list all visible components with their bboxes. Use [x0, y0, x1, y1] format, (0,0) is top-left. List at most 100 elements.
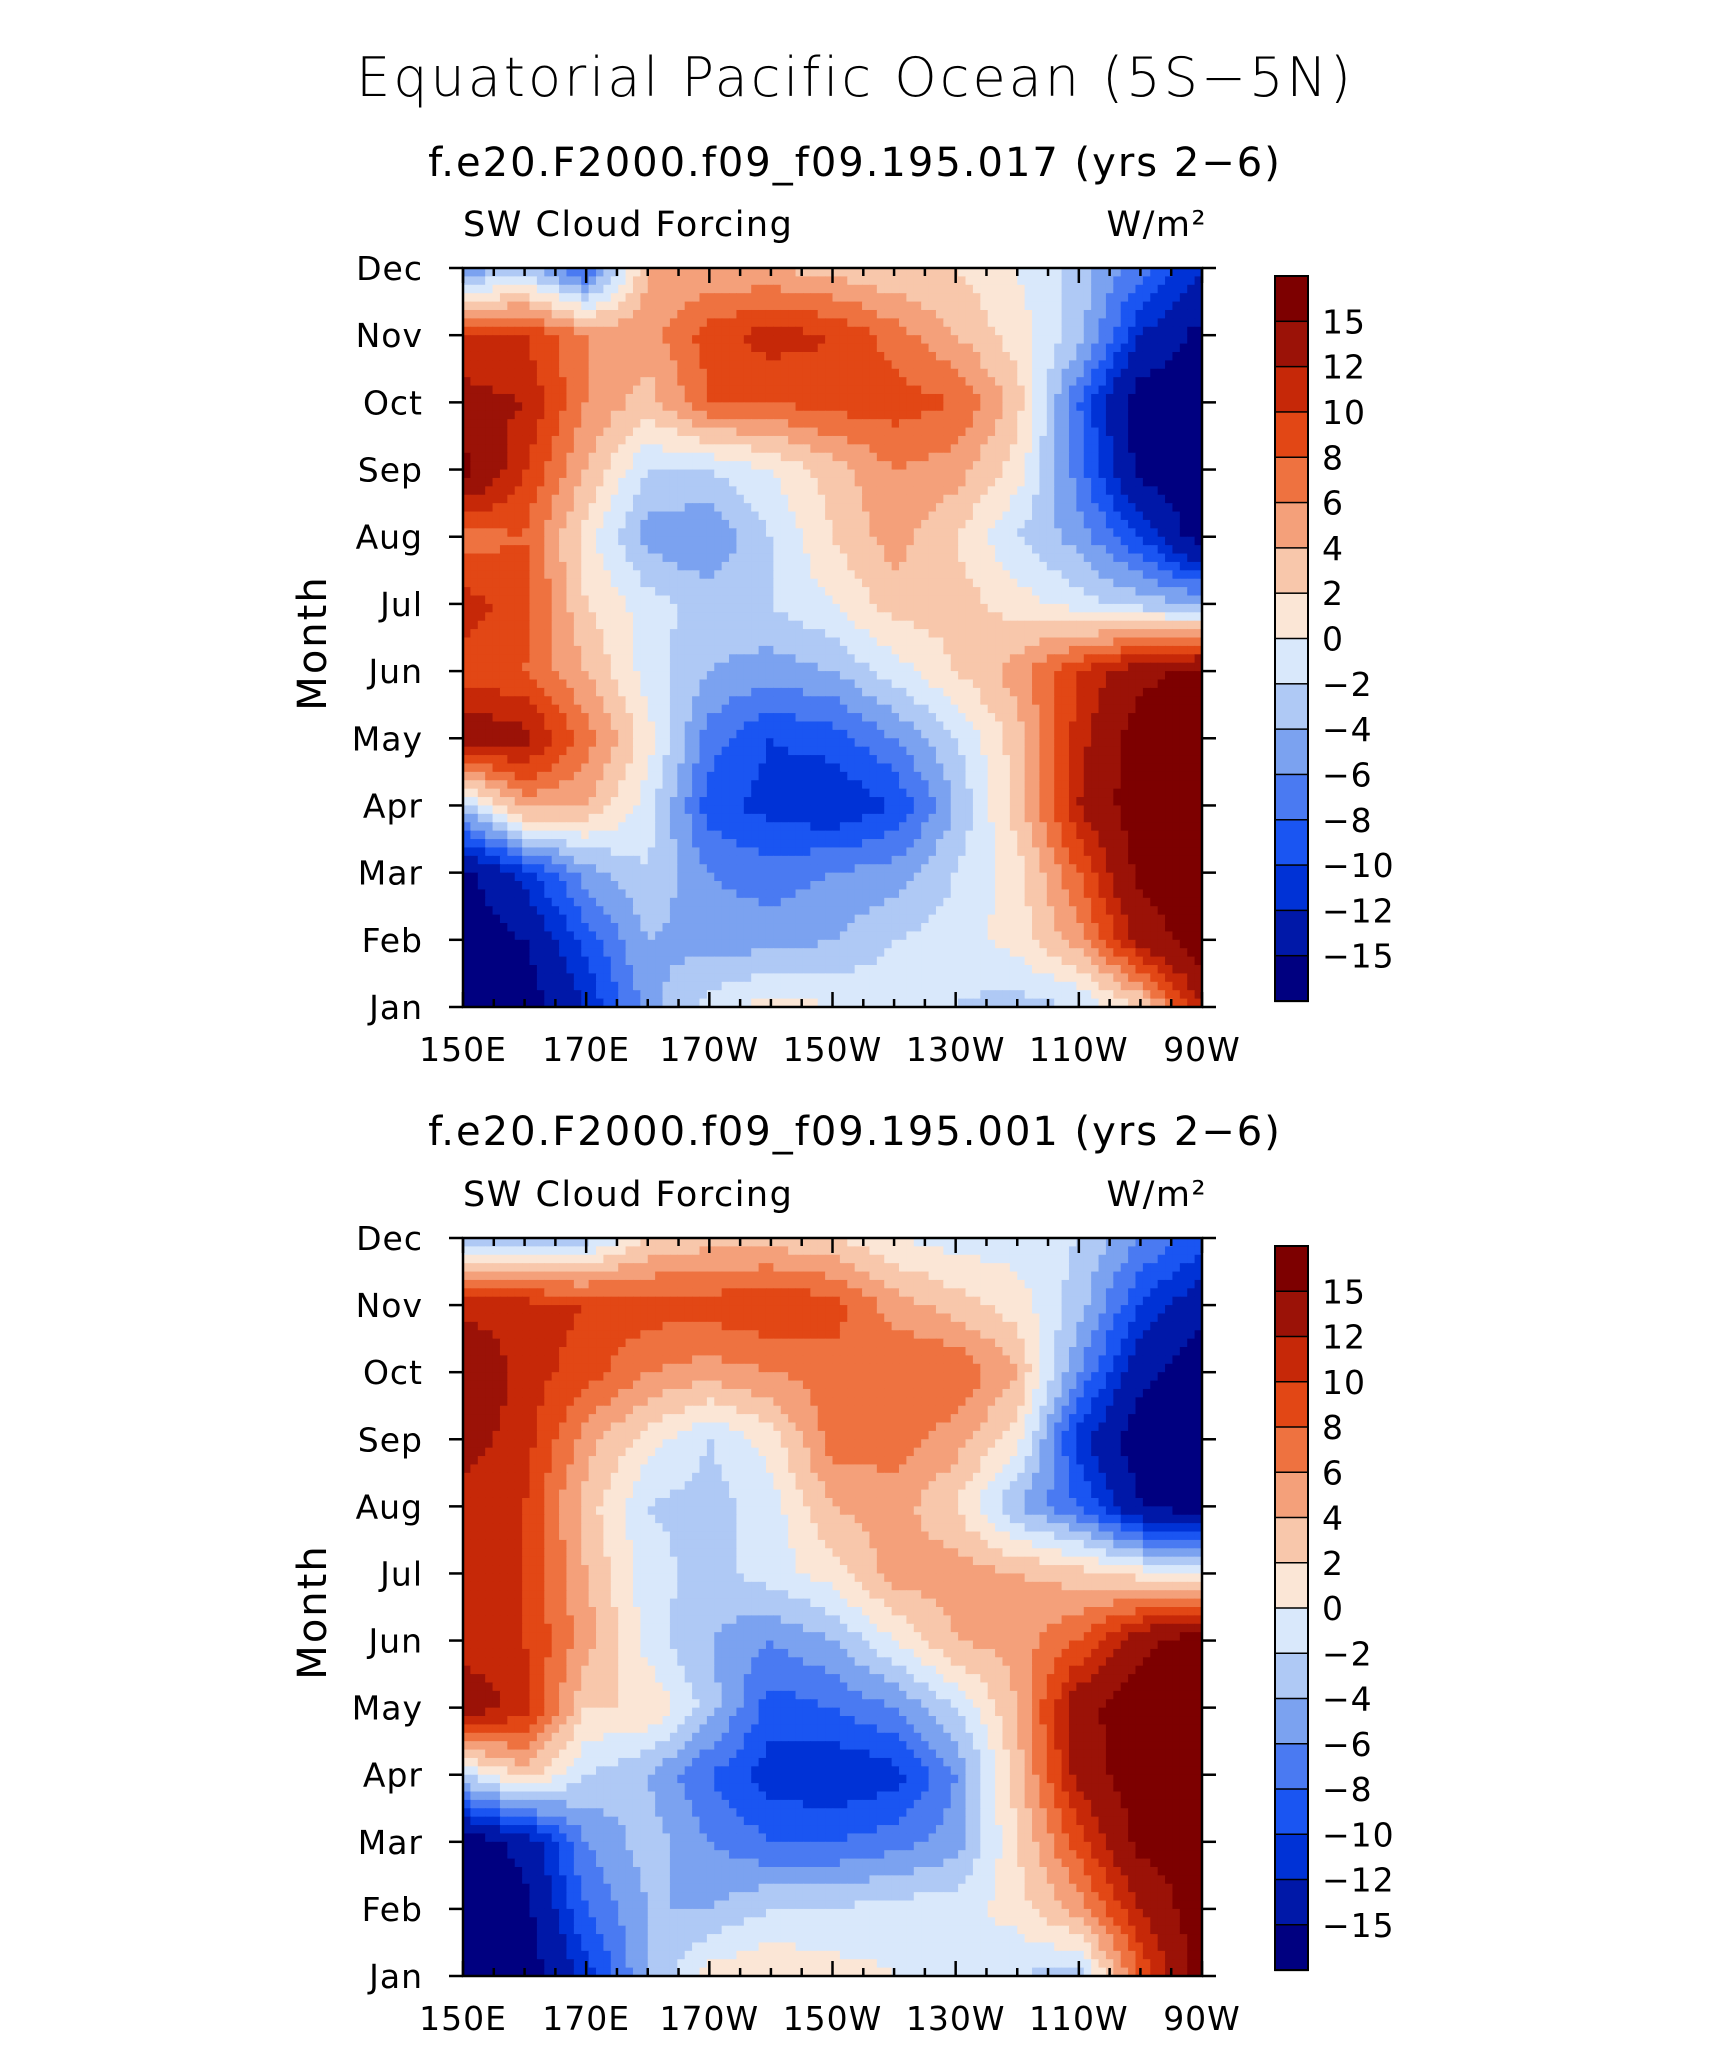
contour-cell: [573, 419, 582, 429]
contour-cell: [1076, 637, 1085, 647]
contour-cell: [566, 654, 575, 664]
contour-cell: [943, 570, 952, 580]
contour-cell: [980, 469, 989, 479]
contour-cell: [1187, 662, 1196, 672]
contour-cell: [995, 410, 1004, 420]
contour-cell: [965, 578, 974, 588]
contour-cell: [884, 309, 893, 319]
contour-cell: [1017, 309, 1026, 319]
contour-cell: [1024, 528, 1033, 538]
contour-cell: [1098, 620, 1107, 630]
contour-cell: [1091, 511, 1100, 521]
contour-cell: [551, 603, 560, 613]
contour-cell: [581, 393, 590, 403]
contour-cell: [965, 293, 974, 303]
contour-cell: [854, 595, 863, 605]
contour-cell: [706, 629, 715, 639]
contour-cell: [492, 587, 501, 597]
contour-cell: [699, 637, 708, 647]
contour-cell: [1157, 335, 1166, 345]
contour-cell: [743, 368, 752, 378]
contour-cell: [935, 268, 944, 277]
contour-cell: [743, 351, 752, 361]
contour-cell: [884, 536, 893, 546]
contour-cell: [536, 268, 545, 277]
contour-cell: [1017, 444, 1026, 454]
contour-cell: [899, 553, 907, 563]
contour-cell: [470, 318, 479, 328]
contour-cell: [743, 511, 752, 521]
contour-cell: [972, 385, 981, 395]
contour-cell: [1017, 301, 1026, 311]
contour-cell: [544, 637, 553, 647]
contour-cell: [995, 343, 1004, 353]
contour-cell: [1076, 503, 1085, 513]
contour-cell: [1039, 335, 1048, 345]
contour-cell: [618, 637, 627, 647]
contour-cell: [1179, 385, 1188, 395]
contour-cell: [1032, 671, 1041, 681]
contour-cell: [507, 654, 516, 664]
contour-cell: [987, 679, 996, 689]
contour-cell: [1054, 620, 1063, 630]
contour-cell: [492, 603, 501, 613]
contour-cell: [928, 645, 937, 655]
contour-cell: [928, 284, 937, 294]
contour-cell: [1083, 402, 1092, 412]
contour-cell: [1061, 503, 1070, 513]
contour-cell: [773, 528, 782, 538]
contour-cell: [544, 595, 553, 605]
contour-cell: [662, 528, 671, 538]
contour-cell: [1113, 494, 1122, 504]
contour-cell: [699, 343, 708, 353]
contour-cell: [1179, 494, 1188, 504]
contour-cell: [795, 494, 804, 504]
contour-cell: [536, 360, 545, 370]
contour-cell: [588, 662, 597, 672]
contour-cell: [743, 679, 752, 689]
contour-cell: [899, 486, 907, 496]
contour-cell: [1128, 679, 1137, 689]
contour-cell: [669, 444, 678, 454]
contour-cell: [1128, 410, 1137, 420]
contour-cell: [729, 570, 738, 580]
contour-cell: [522, 360, 531, 370]
contour-cell: [1179, 637, 1188, 647]
contour-cell: [751, 435, 760, 445]
contour-cell: [729, 477, 738, 487]
contour-cell: [729, 503, 738, 513]
contour-cell: [1068, 637, 1077, 647]
contour-cell: [743, 318, 752, 328]
contour-cell: [862, 503, 871, 513]
contour-cell: [1032, 645, 1041, 655]
contour-cell: [566, 461, 575, 471]
contour-cell: [1135, 293, 1144, 303]
contour-cell: [647, 461, 656, 471]
contour-cell: [913, 637, 922, 647]
contour-cell: [736, 545, 745, 555]
contour-cell: [899, 511, 907, 521]
contour-cell: [699, 536, 708, 546]
contour-cell: [581, 603, 590, 613]
contour-cell: [655, 629, 664, 639]
contour-cell: [573, 461, 582, 471]
contour-cell: [1091, 351, 1100, 361]
contour-cell: [1157, 427, 1166, 437]
contour-cell: [780, 343, 789, 353]
contour-cell: [825, 511, 834, 521]
contour-cell: [1002, 318, 1011, 328]
contour-cell: [736, 578, 745, 588]
contour-cell: [573, 318, 582, 328]
contour-cell: [573, 603, 582, 613]
contour-cell: [507, 402, 516, 412]
contour-cell: [647, 284, 656, 294]
contour-cell: [1054, 402, 1063, 412]
contour-cell: [662, 419, 671, 429]
contour-cell: [1054, 503, 1063, 513]
contour-cell: [1024, 578, 1033, 588]
contour-cell: [470, 435, 479, 445]
contour-cell: [1157, 368, 1166, 378]
contour-cell: [1194, 410, 1202, 420]
contour-cell: [832, 477, 841, 487]
contour-cell: [906, 662, 915, 672]
